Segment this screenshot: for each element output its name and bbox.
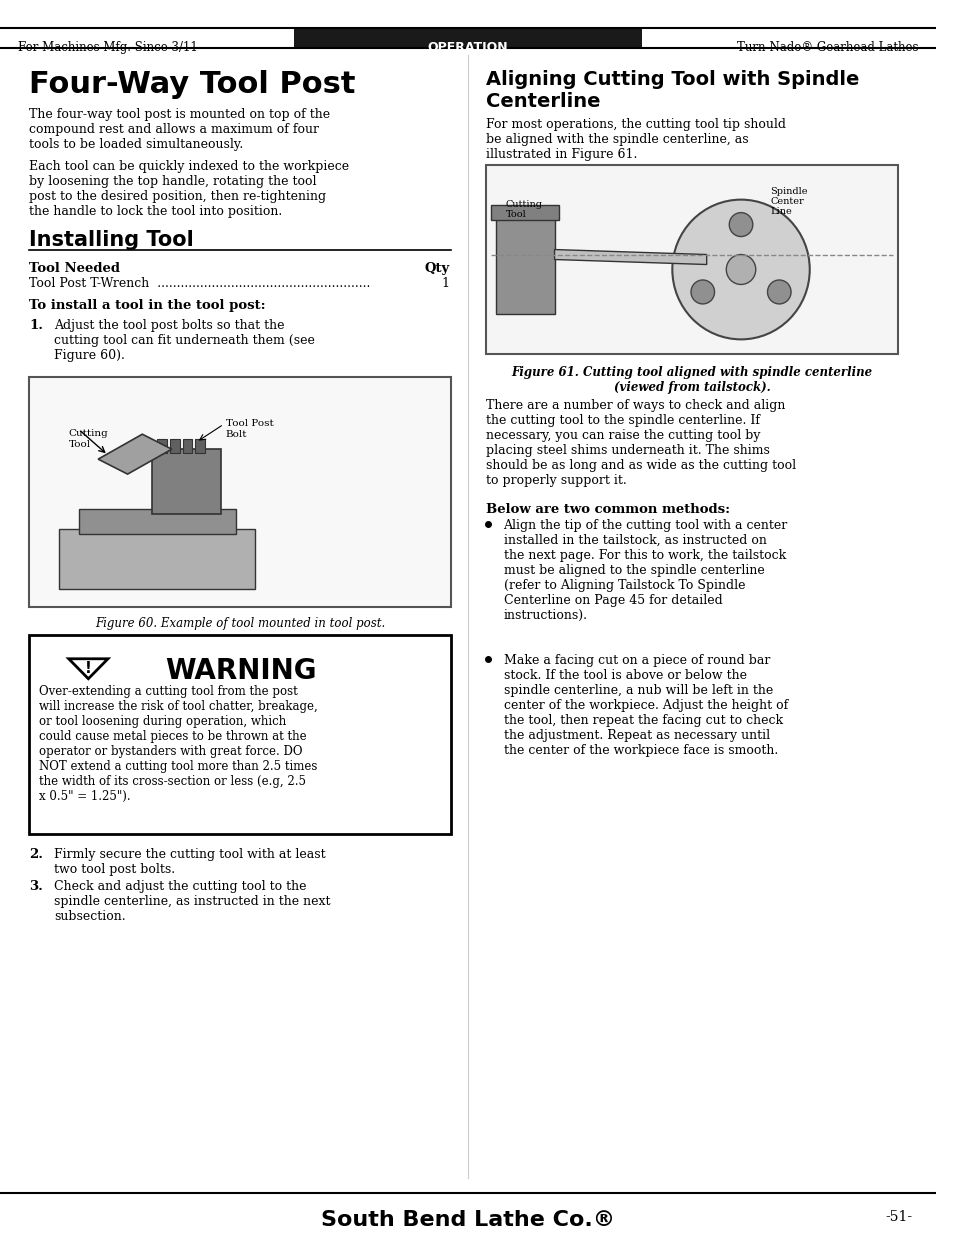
Circle shape [725,254,755,284]
Text: Figure 61. Cutting tool aligned with spindle centerline
(viewed from tailstock).: Figure 61. Cutting tool aligned with spi… [511,367,872,394]
Text: Adjust the tool post bolts so that the
cutting tool can fit underneath them (see: Adjust the tool post bolts so that the c… [54,320,314,362]
Text: !: ! [85,661,91,676]
Text: The four-way tool post is mounted on top of the
compound rest and allows a maxim: The four-way tool post is mounted on top… [30,107,331,151]
Polygon shape [554,249,706,264]
Text: Check and adjust the cutting tool to the
spindle centerline, as instructed in th: Check and adjust the cutting tool to the… [54,881,330,924]
Text: Make a facing cut on a piece of round bar
stock. If the tool is above or below t: Make a facing cut on a piece of round ba… [503,653,787,757]
Text: Over-extending a cutting tool from the post
will increase the risk of tool chatt: Over-extending a cutting tool from the p… [39,684,317,803]
Text: OPERATION: OPERATION [427,41,508,54]
Polygon shape [69,658,108,679]
Text: 1: 1 [441,278,449,290]
Bar [490,205,558,220]
Text: Firmly secure the cutting tool with at least
two tool post bolts.: Firmly secure the cutting tool with at l… [54,848,325,877]
Polygon shape [98,435,172,474]
Bar [496,215,554,315]
Bar [59,529,254,589]
Text: Aligning Cutting Tool with Spindle: Aligning Cutting Tool with Spindle [485,70,859,89]
Text: Tool Post
Bolt: Tool Post Bolt [226,419,274,438]
Text: -51-: -51- [884,1210,912,1224]
Bar [182,440,193,453]
Text: Align the tip of the cutting tool with a center
installed in the tailstock, as i: Align the tip of the cutting tool with a… [503,519,787,622]
Text: Spindle
Center
Line: Spindle Center Line [770,186,807,216]
Bar [152,450,220,514]
Text: Each tool can be quickly indexed to the workpiece
by loosening the top handle, r: Each tool can be quickly indexed to the … [30,159,349,217]
Bar [170,440,179,453]
Circle shape [672,200,809,340]
Text: 1.: 1. [30,320,44,332]
Text: Tool Needed: Tool Needed [30,262,120,274]
Bar [30,378,451,606]
Text: Figure 60. Example of tool mounted in tool post.: Figure 60. Example of tool mounted in to… [95,616,385,630]
Text: Cutting
Tool: Cutting Tool [505,200,542,219]
Text: Four-Way Tool Post: Four-Way Tool Post [30,70,355,99]
Text: There are a number of ways to check and align
the cutting tool to the spindle ce: There are a number of ways to check and … [485,399,795,488]
Circle shape [690,280,714,304]
Text: Centerline: Centerline [485,91,599,111]
Circle shape [767,280,790,304]
Text: Installing Tool: Installing Tool [30,230,194,249]
Text: Below are two common methods:: Below are two common methods: [485,503,729,516]
Text: For Machines Mfg. Since 3/11: For Machines Mfg. Since 3/11 [18,41,197,54]
Text: For most operations, the cutting tool tip should
be aligned with the spindle cen: For most operations, the cutting tool ti… [485,117,785,161]
Text: Turn-Nado® Gearhead Lathes: Turn-Nado® Gearhead Lathes [737,41,918,54]
Text: Cutting
Tool: Cutting Tool [69,430,109,448]
Bar [157,440,167,453]
Text: 3.: 3. [30,881,43,893]
Text: South Bend Lathe Co.®: South Bend Lathe Co.® [321,1210,615,1230]
Text: To install a tool in the tool post:: To install a tool in the tool post: [30,299,266,312]
Circle shape [728,212,752,237]
Text: Qty: Qty [424,262,449,274]
Bar [78,509,235,534]
Text: WARNING: WARNING [165,657,315,684]
Bar [294,28,641,48]
Bar [30,635,451,835]
Text: 2.: 2. [30,848,44,862]
Text: Tool Post T-Wrench  .......................................................: Tool Post T-Wrench .....................… [30,278,371,290]
Bar [485,164,897,354]
Bar [195,440,205,453]
